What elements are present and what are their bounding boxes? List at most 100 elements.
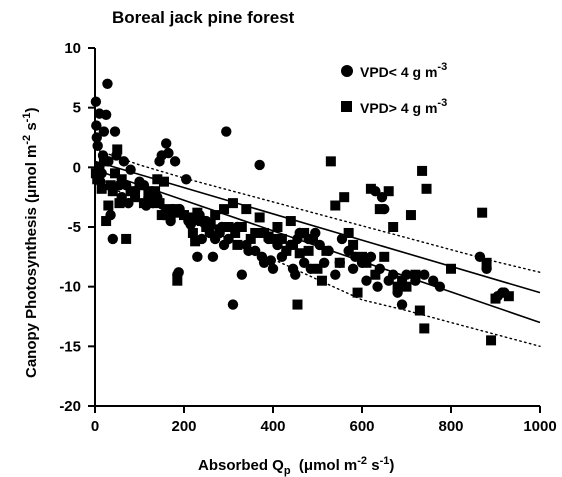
data-point-square (325, 156, 336, 167)
data-point-square (250, 227, 261, 238)
confidence-band (94, 148, 541, 273)
y-tick-label: 10 (64, 40, 81, 57)
data-point-square (96, 183, 107, 194)
data-point-circle (419, 269, 430, 280)
data-point-circle (181, 174, 192, 185)
data-point-square (299, 227, 310, 238)
data-point-square (288, 239, 299, 250)
data-point-square (230, 227, 241, 238)
legend-label-vpd-high: VPD> 4 g m-3 (360, 97, 447, 116)
data-point-square (292, 299, 303, 310)
data-point-circle (100, 109, 112, 121)
data-point-circle (118, 156, 130, 167)
data-point-square (227, 198, 238, 209)
data-point-circle (90, 96, 102, 107)
data-point-circle (92, 140, 103, 152)
data-point-square (365, 183, 376, 194)
data-point-circle (267, 263, 279, 274)
data-point-square (187, 227, 198, 238)
data-point-circle (227, 299, 239, 310)
legend-marker-square (341, 101, 352, 112)
data-point-circle (428, 275, 439, 286)
data-point-square (150, 186, 161, 197)
data-point-square (172, 275, 183, 286)
data-point-circle (290, 269, 301, 280)
data-point-square (383, 186, 394, 197)
data-point-circle (265, 255, 276, 266)
y-tick-label: -20 (59, 398, 81, 415)
data-point-square (392, 281, 403, 292)
data-point-square (138, 198, 149, 209)
data-point-circle (372, 281, 383, 292)
y-tick-label: 0 (73, 159, 81, 176)
data-point-square (219, 204, 230, 215)
data-point-square (361, 257, 372, 268)
data-point-square (316, 275, 327, 286)
data-point-circle (173, 267, 184, 278)
data-point-square (276, 233, 287, 244)
data-point-square (143, 186, 154, 197)
data-point-circle (192, 251, 203, 263)
data-point-square (419, 323, 430, 334)
y-tick-label: -10 (59, 279, 81, 296)
data-point-square (105, 180, 116, 191)
data-point-square (421, 183, 432, 194)
data-point-circle (396, 299, 408, 310)
data-point-square (285, 216, 296, 227)
legend-marker-circle (341, 65, 353, 77)
data-point-circle (254, 159, 265, 171)
data-point-square (214, 224, 225, 235)
data-point-square (401, 281, 412, 292)
data-point-square (486, 335, 497, 346)
data-point-square (477, 207, 488, 218)
x-tick-label: 200 (171, 418, 196, 435)
data-point-circle (236, 269, 248, 280)
data-point-square (116, 174, 127, 185)
data-point-square (303, 245, 314, 256)
data-point-circle (361, 275, 372, 286)
data-point-circle (347, 263, 359, 274)
data-point-square (152, 174, 163, 185)
data-point-square (114, 198, 125, 209)
data-point-square (308, 233, 319, 244)
data-point-circle (207, 251, 219, 263)
data-point-square (125, 186, 136, 197)
data-point-square (223, 222, 234, 232)
data-point-square (101, 216, 112, 227)
data-point-circle (98, 126, 110, 137)
data-point-circle (161, 138, 172, 149)
data-point-square (92, 174, 103, 185)
y-tick-label: 5 (73, 100, 81, 117)
data-point-circle (298, 257, 310, 268)
data-point-square (446, 263, 456, 274)
data-point-square (490, 293, 501, 304)
data-point-square (481, 257, 492, 268)
x-axis-label: Absorbed Qp (μmol m-2 s-1) (198, 455, 394, 477)
tick-labels: 0 200 400 600 800 1000 10 5 0 -5 -10 -15 -20 (59, 40, 556, 435)
data-point-square (503, 291, 514, 302)
data-point-square (294, 248, 305, 259)
data-point-square (103, 200, 114, 211)
data-point-square (236, 222, 247, 232)
data-point-square (410, 269, 421, 280)
data-point-square (161, 204, 172, 215)
data-point-square (232, 239, 243, 250)
data-point-square (110, 168, 121, 179)
data-point-square (417, 165, 428, 176)
data-point-circle (434, 281, 446, 292)
data-point-square (112, 144, 123, 155)
data-points (90, 78, 514, 346)
data-point-square (90, 168, 101, 179)
data-point-square (98, 156, 109, 167)
data-point-square (370, 269, 381, 280)
data-point-circle (102, 78, 113, 90)
data-point-square (154, 198, 165, 209)
data-point-square (339, 192, 350, 203)
data-point-circle (163, 147, 174, 159)
x-tick-label: 0 (91, 418, 99, 435)
data-point-square (357, 251, 367, 262)
data-point-circle (387, 269, 399, 280)
chart-title: Boreal jack pine forest (112, 8, 295, 27)
data-point-square (205, 219, 216, 230)
